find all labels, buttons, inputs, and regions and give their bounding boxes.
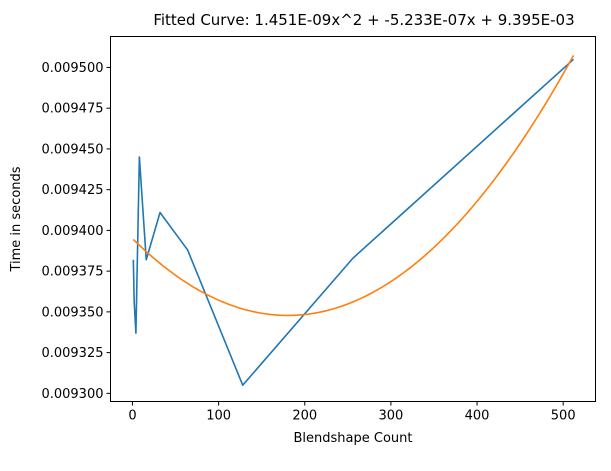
measured-time-line [132, 58, 575, 387]
x-tick-label: 300 [378, 409, 403, 424]
x-tick-label: 200 [292, 409, 317, 424]
x-axis: 0 100 200 300 400 500 [128, 401, 576, 424]
chart-title: Fitted Curve: 1.451E-09x^2 + -5.233E-07x… [153, 11, 574, 29]
y-tick-label: 0.009350 [41, 305, 103, 320]
x-tick-label: 400 [465, 409, 490, 424]
x-tick-label: 0 [128, 409, 136, 424]
series-group [132, 54, 575, 387]
y-axis: 0.009300 0.009325 0.009350 0.009375 0.009400… [41, 61, 111, 402]
y-tick-label: 0.009450 [41, 142, 103, 157]
y-tick-label: 0.009400 [41, 224, 103, 239]
x-axis-label: Blendshape Count [294, 431, 413, 446]
x-tick-label: 500 [551, 409, 576, 424]
y-tick-label: 0.009500 [41, 61, 103, 76]
y-axis-label: Time in seconds [9, 166, 24, 272]
y-tick-label: 0.009475 [41, 102, 103, 117]
plot-area [110, 36, 596, 402]
y-tick-label: 0.009425 [41, 183, 103, 198]
y-tick-label: 0.009375 [41, 265, 103, 280]
x-tick-label: 100 [206, 409, 231, 424]
fitted-curve-line [132, 54, 575, 317]
y-tick-label: 0.009325 [41, 346, 103, 361]
y-tick-label: 0.009300 [41, 387, 103, 402]
